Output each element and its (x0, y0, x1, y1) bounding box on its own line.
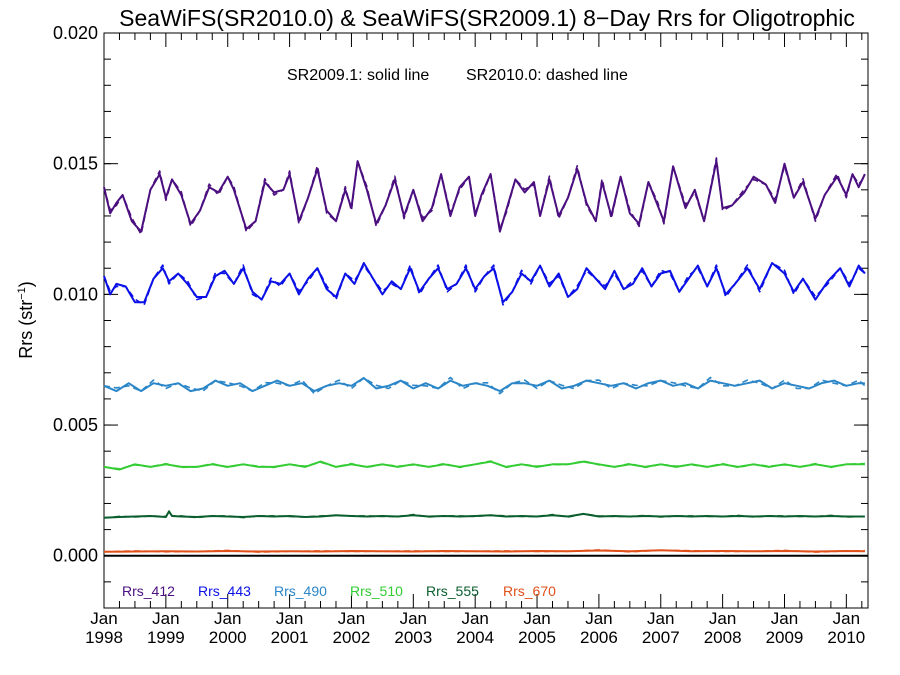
legend: Rrs_412 Rrs_443 Rrs_490 Rrs_510 Rrs_555 Rrs_6… (122, 583, 556, 599)
x-tick-label-year: 2005 (518, 628, 556, 647)
x-tick-label-month: Jan (709, 609, 736, 628)
series-line-dashed-Rrs_670 (103, 549, 865, 553)
y-tick-label: 0.005 (53, 415, 98, 435)
x-tick-label-year: 2006 (580, 628, 618, 647)
y-tick-label: 0.015 (53, 154, 98, 174)
series-line-solid-Rrs_412 (103, 160, 866, 233)
x-tick-label-year: 2010 (827, 628, 865, 647)
x-tick-label-year: 2003 (394, 628, 432, 647)
subtitle-solid-line: SR2009.1: solid line (287, 67, 429, 84)
series-line-dashed-Rrs_555 (103, 510, 865, 519)
legend-item-Rrs_412: Rrs_412 (122, 583, 175, 599)
x-tick-label-year: 2001 (271, 628, 309, 647)
x-tick-label-year: 2000 (209, 628, 247, 647)
series-line-dashed-Rrs_510 (103, 460, 865, 470)
x-tick-label-month: Jan (461, 609, 488, 628)
x-tick-label-year: 1999 (147, 628, 185, 647)
x-tick-label-month: Jan (523, 609, 550, 628)
legend-item-Rrs_490: Rrs_490 (274, 583, 327, 599)
series-line-dashed-Rrs_412 (103, 157, 866, 236)
legend-item-Rrs_443: Rrs_443 (198, 583, 251, 599)
subtitle-dashed-line: SR2010.0: dashed line (466, 67, 628, 84)
x-tick-label-month: Jan (338, 609, 365, 628)
y-tick-label: 0.010 (53, 284, 98, 304)
x-tick-label-month: Jan (833, 609, 860, 628)
x-tick-label-year: 2002 (333, 628, 371, 647)
x-tick-label-year: 1998 (85, 628, 123, 647)
y-axis-label-close: ) (16, 281, 36, 287)
series-line-solid-Rrs_443 (103, 262, 866, 304)
legend-item-Rrs_555: Rrs_555 (426, 583, 479, 599)
axis-ticks: 0.0000.0050.0100.0150.020Jan1998Jan1999J… (53, 23, 868, 647)
x-tick-label-month: Jan (152, 609, 179, 628)
y-tick-label: 0.020 (53, 23, 98, 43)
x-tick-label-month: Jan (276, 609, 303, 628)
legend-item-Rrs_670: Rrs_670 (503, 583, 556, 599)
x-tick-label-month: Jan (647, 609, 674, 628)
y-axis-label-superscript: −1 (16, 287, 28, 300)
series-line-dashed-Rrs_490 (103, 376, 866, 395)
series-line-solid-Rrs_510 (103, 460, 865, 471)
series-lines (103, 157, 868, 557)
legend-item-Rrs_510: Rrs_510 (350, 583, 403, 599)
plot-frame (103, 32, 869, 609)
x-tick-label-year: 2007 (642, 628, 680, 647)
y-axis-label: Rrs (str−1) (16, 281, 36, 359)
x-tick-label-year: 2008 (704, 628, 742, 647)
x-tick-label-month: Jan (400, 609, 427, 628)
x-tick-label-year: 2004 (456, 628, 494, 647)
series-line-solid-Rrs_490 (103, 377, 865, 393)
series-line-dashed-Rrs_443 (103, 262, 866, 306)
chart-title: SeaWiFS(SR2010.0) & SeaWiFS(SR2009.1) 8−… (119, 5, 855, 31)
x-tick-label-month: Jan (214, 609, 241, 628)
x-tick-label-month: Jan (90, 609, 117, 628)
x-tick-label-month: Jan (771, 609, 798, 628)
x-tick-label-month: Jan (585, 609, 612, 628)
y-tick-label: 0.000 (53, 546, 98, 566)
x-tick-label-year: 2009 (766, 628, 804, 647)
